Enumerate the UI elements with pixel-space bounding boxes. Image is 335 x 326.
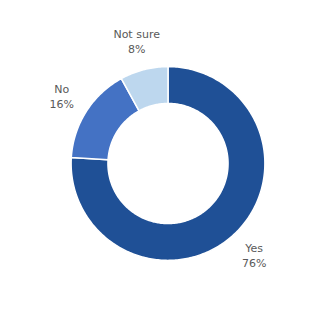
svg-text:Yes: Yes	[244, 242, 263, 255]
svg-text:76%: 76%	[242, 257, 266, 270]
svg-text:16%: 16%	[49, 98, 73, 111]
svg-text:8%: 8%	[128, 43, 145, 56]
svg-text:Not sure: Not sure	[113, 28, 160, 41]
svg-text:No: No	[54, 83, 69, 96]
